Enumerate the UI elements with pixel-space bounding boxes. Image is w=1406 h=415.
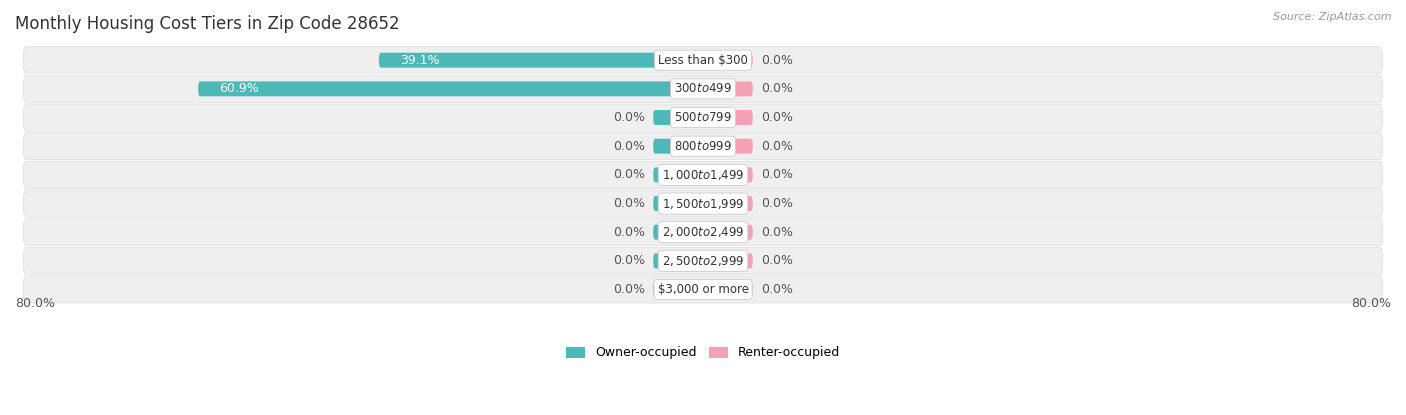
Text: $300 to $499: $300 to $499 xyxy=(673,82,733,95)
Text: $2,000 to $2,499: $2,000 to $2,499 xyxy=(662,225,744,239)
FancyBboxPatch shape xyxy=(654,110,703,125)
Text: Monthly Housing Cost Tiers in Zip Code 28652: Monthly Housing Cost Tiers in Zip Code 2… xyxy=(15,15,399,33)
FancyBboxPatch shape xyxy=(703,167,752,182)
FancyBboxPatch shape xyxy=(24,76,1382,103)
Text: 0.0%: 0.0% xyxy=(761,168,793,181)
FancyBboxPatch shape xyxy=(24,104,1382,131)
FancyBboxPatch shape xyxy=(24,161,1382,188)
Text: 80.0%: 80.0% xyxy=(15,297,55,310)
Text: Source: ZipAtlas.com: Source: ZipAtlas.com xyxy=(1274,12,1392,22)
FancyBboxPatch shape xyxy=(24,190,1382,217)
Text: 0.0%: 0.0% xyxy=(613,254,645,267)
FancyBboxPatch shape xyxy=(703,225,752,239)
FancyBboxPatch shape xyxy=(703,53,752,68)
Text: 0.0%: 0.0% xyxy=(613,111,645,124)
Text: 0.0%: 0.0% xyxy=(761,111,793,124)
Text: 39.1%: 39.1% xyxy=(399,54,439,67)
Text: 0.0%: 0.0% xyxy=(761,254,793,267)
Text: $2,500 to $2,999: $2,500 to $2,999 xyxy=(662,254,744,268)
Text: 0.0%: 0.0% xyxy=(613,168,645,181)
FancyBboxPatch shape xyxy=(654,254,703,269)
FancyBboxPatch shape xyxy=(654,196,703,211)
FancyBboxPatch shape xyxy=(654,139,703,154)
Text: $1,500 to $1,999: $1,500 to $1,999 xyxy=(662,197,744,210)
FancyBboxPatch shape xyxy=(654,282,703,297)
Text: 60.9%: 60.9% xyxy=(219,82,259,95)
FancyBboxPatch shape xyxy=(24,47,1382,73)
Text: 0.0%: 0.0% xyxy=(761,283,793,296)
Legend: Owner-occupied, Renter-occupied: Owner-occupied, Renter-occupied xyxy=(561,342,845,364)
FancyBboxPatch shape xyxy=(654,167,703,182)
Text: $3,000 or more: $3,000 or more xyxy=(658,283,748,296)
FancyBboxPatch shape xyxy=(378,53,703,68)
Text: 0.0%: 0.0% xyxy=(761,226,793,239)
FancyBboxPatch shape xyxy=(703,196,752,211)
Text: $1,000 to $1,499: $1,000 to $1,499 xyxy=(662,168,744,182)
Text: $800 to $999: $800 to $999 xyxy=(673,140,733,153)
Text: 0.0%: 0.0% xyxy=(613,283,645,296)
FancyBboxPatch shape xyxy=(654,225,703,239)
Text: Less than $300: Less than $300 xyxy=(658,54,748,67)
FancyBboxPatch shape xyxy=(703,81,752,96)
FancyBboxPatch shape xyxy=(24,219,1382,246)
FancyBboxPatch shape xyxy=(703,139,752,154)
Text: 0.0%: 0.0% xyxy=(761,140,793,153)
FancyBboxPatch shape xyxy=(703,254,752,269)
Text: 0.0%: 0.0% xyxy=(613,197,645,210)
Text: 80.0%: 80.0% xyxy=(1351,297,1391,310)
FancyBboxPatch shape xyxy=(198,81,703,96)
Text: 0.0%: 0.0% xyxy=(761,82,793,95)
FancyBboxPatch shape xyxy=(703,110,752,125)
Text: 0.0%: 0.0% xyxy=(761,197,793,210)
Text: $500 to $799: $500 to $799 xyxy=(673,111,733,124)
FancyBboxPatch shape xyxy=(24,276,1382,303)
FancyBboxPatch shape xyxy=(703,282,752,297)
Text: 0.0%: 0.0% xyxy=(613,140,645,153)
FancyBboxPatch shape xyxy=(24,247,1382,274)
FancyBboxPatch shape xyxy=(24,133,1382,160)
Text: 0.0%: 0.0% xyxy=(613,226,645,239)
Text: 0.0%: 0.0% xyxy=(761,54,793,67)
